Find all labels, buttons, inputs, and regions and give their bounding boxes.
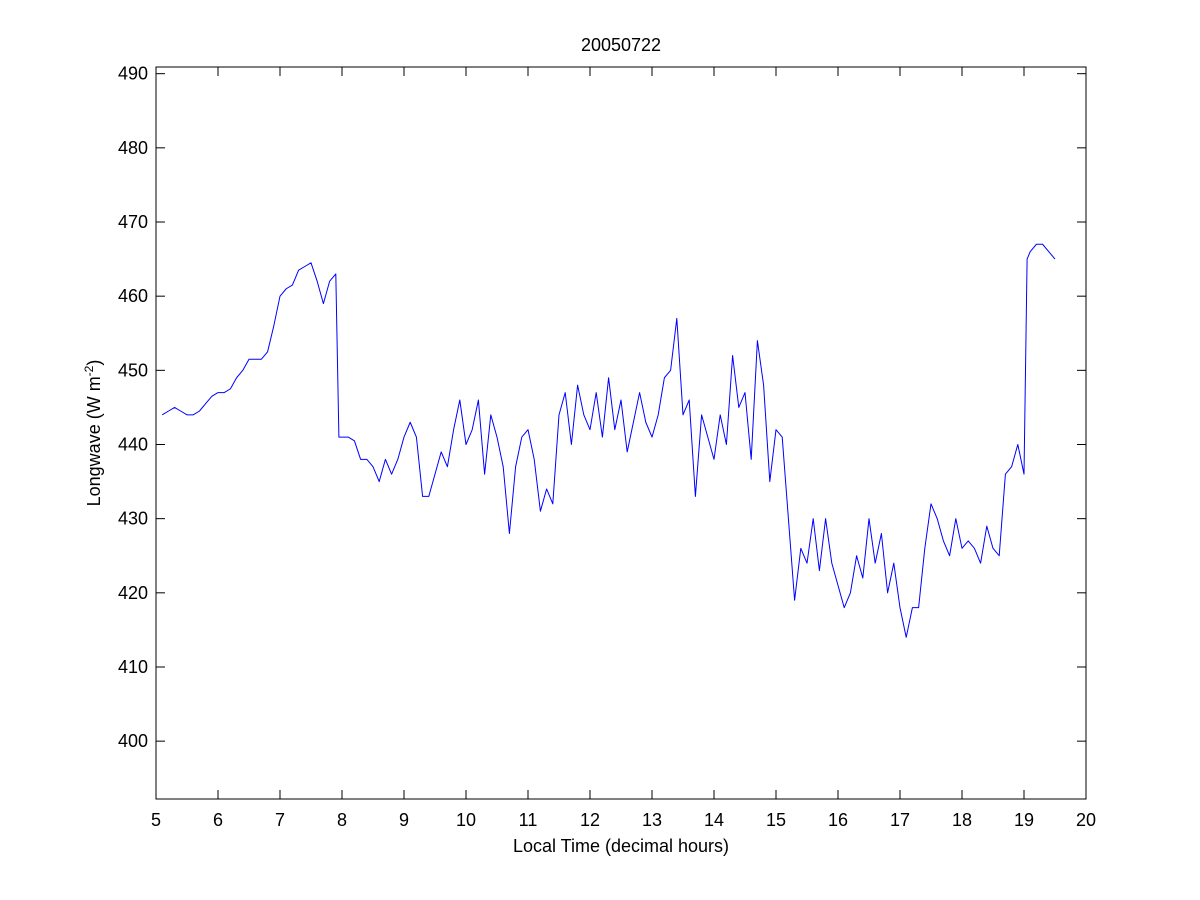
x-tick-label: 18 — [952, 810, 972, 830]
x-axis-label: Local Time (decimal hours) — [513, 836, 729, 856]
y-axis-label: Longwave (W m-2) — [82, 360, 104, 507]
x-tick-label: 12 — [580, 810, 600, 830]
y-tick-label: 450 — [118, 360, 148, 380]
x-tick-label: 19 — [1014, 810, 1034, 830]
x-tick-label: 8 — [337, 810, 347, 830]
plot-frame — [155, 66, 1087, 800]
y-tick-label: 420 — [118, 583, 148, 603]
data-line — [161, 243, 1056, 638]
y-tick-label: 410 — [118, 657, 148, 677]
x-tick-label: 5 — [151, 810, 161, 830]
x-tick-label: 13 — [642, 810, 662, 830]
y-axis-label-superscript: -2 — [82, 365, 96, 376]
x-tick-label: 7 — [275, 810, 285, 830]
x-tick-label: 10 — [456, 810, 476, 830]
x-tick-label: 17 — [890, 810, 910, 830]
x-tick-label: 6 — [213, 810, 223, 830]
y-axis-label-text: Longwave (W m — [84, 376, 104, 506]
chart-title: 20050722 — [581, 35, 661, 55]
y-tick-label: 400 — [118, 731, 148, 751]
y-tick-label: 480 — [118, 138, 148, 158]
x-tick-label: 11 — [519, 810, 538, 830]
y-tick-label: 470 — [118, 212, 148, 232]
y-tick-label: 430 — [118, 509, 148, 529]
y-tick-label: 460 — [118, 286, 148, 306]
x-tick-label: 14 — [704, 810, 724, 830]
x-tick-label: 15 — [766, 810, 786, 830]
y-tick-label: 440 — [118, 434, 148, 454]
x-tick-label: 16 — [828, 810, 848, 830]
x-tick-label: 20 — [1076, 810, 1096, 830]
y-tick-label: 490 — [118, 64, 148, 84]
y-axis-label-suffix: ) — [84, 360, 104, 366]
x-tick-label: 9 — [399, 810, 409, 830]
